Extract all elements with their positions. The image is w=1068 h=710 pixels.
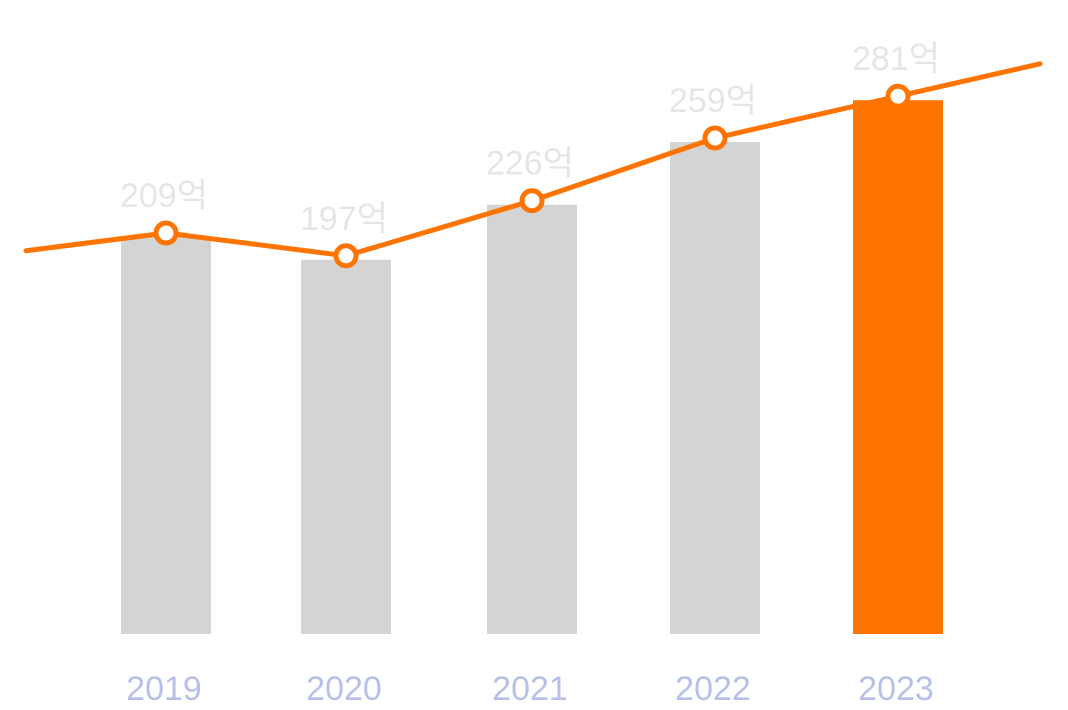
value-label-2022: 259억 xyxy=(669,82,757,120)
x-tick-2019: 2019 xyxy=(126,670,202,708)
markers-group xyxy=(153,83,911,269)
marker-2019 xyxy=(153,220,179,246)
x-tick-2023: 2023 xyxy=(858,670,934,708)
bar-2023 xyxy=(853,100,943,635)
x-tick-2020: 2020 xyxy=(306,670,382,708)
bar-2022 xyxy=(670,142,760,634)
value-label-2020: 197억 xyxy=(300,200,388,238)
marker-2021 xyxy=(519,188,545,214)
marker-2022 xyxy=(702,125,728,151)
value-label-2023: 281억 xyxy=(852,40,940,78)
bar-2019 xyxy=(121,237,211,634)
x-tick-2022: 2022 xyxy=(675,670,751,708)
bars-group xyxy=(121,100,943,635)
x-tick-2021: 2021 xyxy=(492,670,568,708)
value-label-2021: 226억 xyxy=(486,145,574,183)
value-label-2019: 209억 xyxy=(120,177,208,215)
marker-2020 xyxy=(333,243,359,269)
bar-2020 xyxy=(301,259,391,634)
year-labels-group: 2019 2020 2021 2022 2023 xyxy=(126,670,934,708)
value-labels-group: 209억 197억 226억 259억 281억 xyxy=(120,40,940,238)
bar-2021 xyxy=(487,204,577,634)
marker-2023 xyxy=(885,83,911,109)
